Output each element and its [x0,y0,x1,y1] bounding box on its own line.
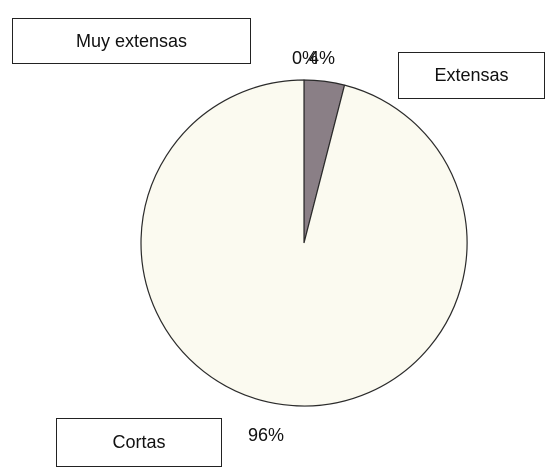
legend-label-cortas: Cortas [112,432,166,452]
data-label-cortas: 96% [248,425,285,445]
legend-label-muy-extensas: Muy extensas [75,30,188,51]
data-label-extensas: 4% [309,48,336,68]
pie-slice-cortas [140,79,468,407]
legend-label-extensas: Extensas [434,65,509,85]
data-label-muy-extensas: 0% [292,48,319,68]
legend-box-muy-extensas: Muy extensas [12,18,251,64]
legend-box-extensas: Extensas [398,52,545,99]
legend-box-cortas: Cortas [56,418,222,467]
